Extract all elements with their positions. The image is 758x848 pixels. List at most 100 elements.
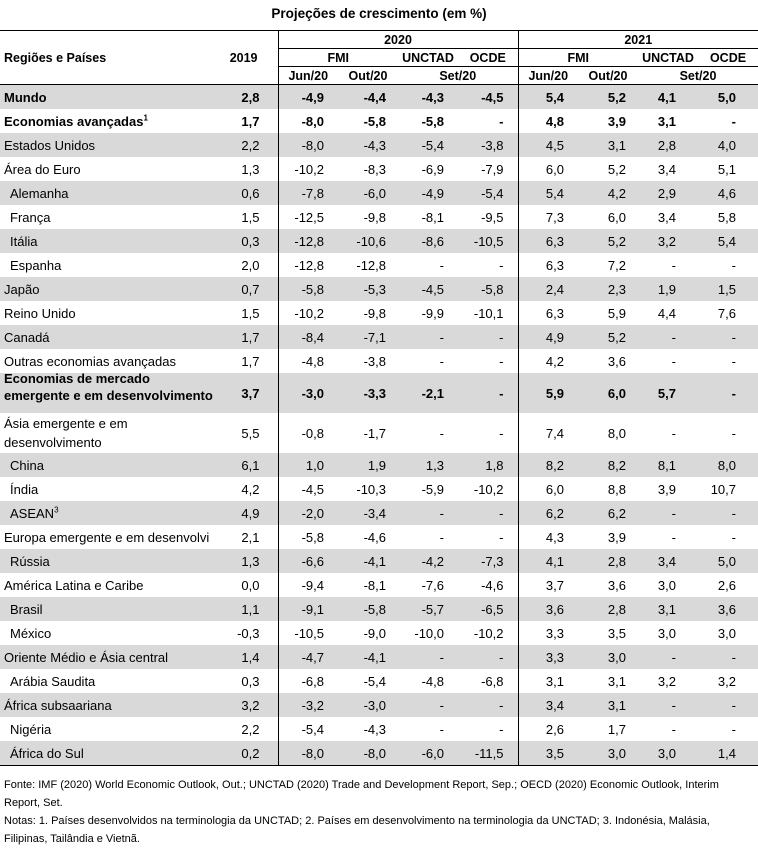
table-row: Economias de mercado emergente e em dese… xyxy=(0,373,758,413)
value-cell: - xyxy=(671,257,676,273)
value-cell: 3,9 xyxy=(607,529,626,545)
header-2020-out20: Out/20 xyxy=(338,66,398,85)
footnote-marker: 3 xyxy=(54,505,59,515)
value-cell: -12,5 xyxy=(277,205,338,229)
region-name: Área do Euro xyxy=(0,157,218,181)
value-cell: - xyxy=(671,353,676,369)
value-cell: -4,7 xyxy=(277,645,338,669)
value-cell: - xyxy=(439,353,444,369)
region-name-text: Arábia Saudita xyxy=(10,673,96,689)
value-cell: 5,2 xyxy=(578,84,638,109)
value-cell: 1,7 xyxy=(218,325,278,349)
value-cell: 8,8 xyxy=(607,481,626,497)
value-cell: 3,0 xyxy=(657,577,676,593)
value-cell: - xyxy=(731,113,736,129)
value-cell: 5,1 xyxy=(717,161,736,177)
region-name: Arábia Saudita xyxy=(0,669,218,693)
region-name: Itália xyxy=(0,229,218,253)
value-cell: -4,9 xyxy=(277,84,338,109)
value-cell: -10,3 xyxy=(356,481,386,497)
table-row: França 1,5 -12,5 -9,8 -8,1 -9,5 7,3 6,0 3,4 5,8 xyxy=(0,205,758,229)
value-cell: 2,8 xyxy=(578,597,638,621)
value-cell: -9,9 xyxy=(421,305,444,321)
value-cell: 5,9 xyxy=(607,305,626,321)
value-cell: -8,1 xyxy=(421,209,444,225)
value-cell: 2,1 xyxy=(241,529,260,545)
value-cell: 3,6 xyxy=(517,597,578,621)
value-cell: - xyxy=(499,529,504,545)
region-name-text: Ásia emergente e em desenvolvimento xyxy=(4,416,128,450)
table-row: Oriente Médio e Ásia central 1,4 -4,7 -4,1-… xyxy=(0,645,758,669)
value-cell: 4,4 xyxy=(657,305,676,321)
value-cell: 5,2 xyxy=(578,229,638,253)
value-cell: 3,2 xyxy=(657,673,676,689)
growth-projections-table: Regiões e Países 2019 2020 2021 FMI UNCT… xyxy=(0,30,758,766)
value-cell: -8,0 xyxy=(277,741,338,766)
value-cell: -1,7 xyxy=(363,425,386,441)
value-cell: -8,4 xyxy=(277,325,338,349)
value-cell: - xyxy=(731,425,736,441)
region-name-text: Europa emergente e em desenvolvi xyxy=(4,529,210,545)
value-cell: -9,8 xyxy=(363,305,386,321)
value-cell: 3,7 xyxy=(517,573,578,597)
value-cell: 4,8 xyxy=(517,109,578,133)
value-cell: 2,6 xyxy=(517,717,578,741)
header-2020-ocde: OCDE xyxy=(469,50,506,65)
region-name-text: Oriente Médio e Ásia central xyxy=(4,649,169,665)
table-row: Alemanha 0,6 -7,8 -6,0 -4,9 -5,4 5,4 4,2 2,9 4,6 xyxy=(0,181,758,205)
value-cell: 5,9 xyxy=(517,373,578,413)
table-row: Índia 4,2 -4,5 -10,3 -5,9 -10,2 6,0 8,8 3,9 10,7 xyxy=(0,477,758,501)
region-name-text: França xyxy=(10,209,51,225)
value-cell: 3,2 xyxy=(638,229,698,253)
value-cell: 8,0 xyxy=(607,425,626,441)
value-cell: 3,1 xyxy=(578,133,638,157)
value-cell: 2,9 xyxy=(638,181,698,205)
region-name-text: Japão xyxy=(4,281,40,297)
value-cell: -4,5 xyxy=(398,277,458,301)
value-cell: -9,5 xyxy=(481,209,504,225)
value-cell: - xyxy=(439,425,444,441)
value-cell: -5,8 xyxy=(421,113,444,129)
value-cell: 3,0 xyxy=(578,645,638,669)
header-2020-unctad: UNCTAD xyxy=(402,50,454,65)
value-cell: -5,3 xyxy=(338,277,398,301)
value-cell: - xyxy=(499,721,504,737)
value-cell: 7,3 xyxy=(517,205,578,229)
value-cell: -5,4 xyxy=(458,181,518,205)
value-cell: -2,1 xyxy=(398,373,458,413)
header-2021-fmi: FMI xyxy=(517,48,638,67)
value-cell: 2,8 xyxy=(638,133,698,157)
region-name-text: Alemanha xyxy=(10,185,69,201)
value-cell: 1,7 xyxy=(241,353,260,369)
value-cell: -8,6 xyxy=(398,229,458,253)
value-cell: - xyxy=(458,501,518,525)
value-cell: - xyxy=(638,501,698,525)
value-cell: - xyxy=(439,529,444,545)
value-cell: -4,6 xyxy=(481,577,504,593)
value-cell: 1,9 xyxy=(338,453,398,477)
value-cell: 3,2 xyxy=(717,673,736,689)
value-cell: - xyxy=(731,529,736,545)
value-cell: -5,8 xyxy=(277,525,338,549)
value-cell: -4,6 xyxy=(363,529,386,545)
header-2020-jun20: Jun/20 xyxy=(277,66,338,85)
value-cell: -6,6 xyxy=(277,549,338,573)
value-cell: 3,4 xyxy=(657,209,676,225)
value-cell: - xyxy=(458,693,518,717)
region-name: Mundo xyxy=(0,84,218,109)
value-cell: -10,6 xyxy=(338,229,398,253)
region-name: Rússia xyxy=(0,549,218,573)
column-header-region: Regiões e Países xyxy=(0,30,218,85)
table-row: África subsaariana 3,2 -3,2 -3,0- -3,4 3,1- - xyxy=(0,693,758,717)
value-cell: -11,5 xyxy=(458,741,518,766)
value-cell: - xyxy=(499,353,504,369)
header-2021-jun20: Jun/20 xyxy=(517,66,578,85)
value-cell: 3,0 xyxy=(717,625,736,641)
value-cell: 3,6 xyxy=(607,577,626,593)
value-cell: -0,3 xyxy=(237,625,260,641)
value-cell: 0,0 xyxy=(241,577,260,593)
region-name-text: Reino Unido xyxy=(4,305,76,321)
value-cell: 0,3 xyxy=(241,673,260,689)
value-cell: 1,7 xyxy=(607,721,626,737)
region-name-text: África subsaariana xyxy=(4,697,112,713)
